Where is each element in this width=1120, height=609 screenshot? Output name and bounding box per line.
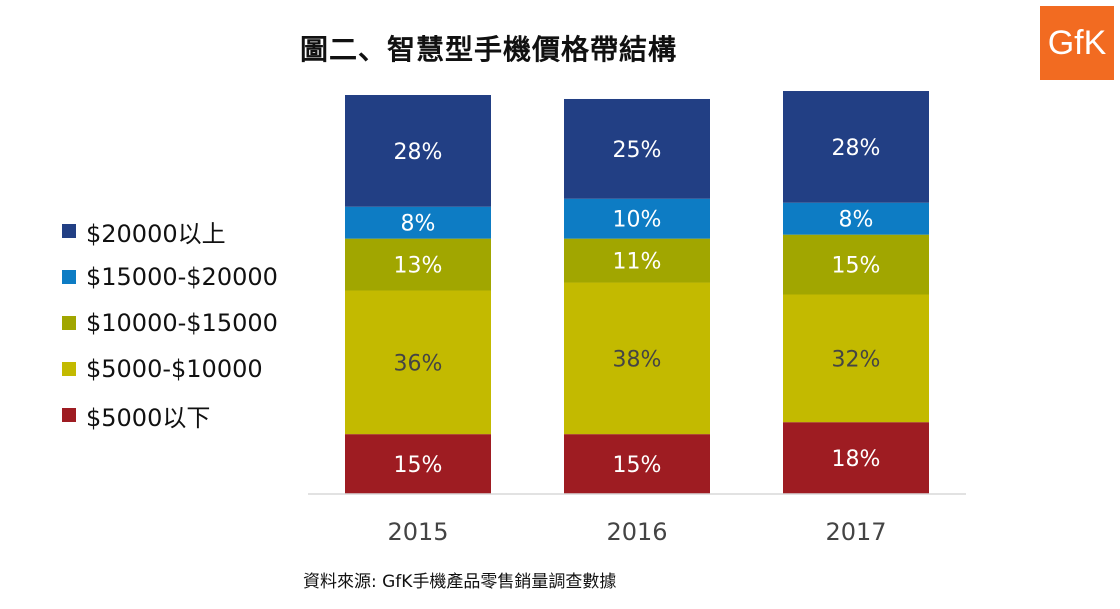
legend-item-15000-20000: $15000-$20000 [62, 254, 278, 300]
legend-label: $5000以下 [86, 403, 211, 432]
data-label: 10% [613, 208, 662, 233]
legend-label: $20000以上 [86, 219, 226, 248]
legend-item-20000-plus: $20000以上 [62, 208, 278, 254]
x-tick-labels: 2015 2016 2017 [387, 518, 886, 546]
data-label: 15% [832, 254, 881, 279]
legend-swatch [62, 362, 76, 376]
data-label: 15% [613, 453, 662, 478]
bar-segment [783, 422, 929, 494]
bar-segment [345, 290, 491, 435]
bar-segment [345, 95, 491, 207]
data-label: 32% [832, 347, 881, 372]
data-label: 15% [394, 453, 443, 478]
data-label: 8% [839, 208, 874, 233]
data-label: 38% [613, 347, 662, 372]
data-label: 36% [394, 351, 443, 376]
x-tick-label: 2016 [606, 518, 667, 546]
legend-item-10000-15000: $10000-$15000 [62, 300, 278, 346]
data-label: 8% [401, 212, 436, 237]
data-label: 18% [832, 447, 881, 472]
legend-label: $15000-$20000 [86, 263, 278, 291]
bar-segment [783, 202, 929, 235]
bar-segment [564, 98, 710, 199]
bar-segment [783, 91, 929, 203]
bar-segment [345, 434, 491, 494]
bar-segment [564, 282, 710, 435]
gfk-logo: GfK [1040, 6, 1114, 80]
legend-item-5000-under: $5000以下 [62, 392, 278, 438]
bars-group: 15% 36% 13% 8% 28% 15% 38% 11% 10% 25% 18% 32% 15% 8%… [345, 91, 929, 494]
legend-label: $5000-$10000 [86, 355, 263, 383]
bar-segment [564, 198, 710, 239]
legend-swatch [62, 316, 76, 330]
data-label: 25% [613, 138, 662, 163]
legend-label: $10000-$15000 [86, 309, 278, 337]
source-note: 資料來源: GfK手機產品零售銷量調查數據 [303, 572, 617, 592]
bar-segment [345, 206, 491, 239]
bar-segment [345, 238, 491, 291]
data-label: 28% [394, 140, 443, 165]
legend: $20000以上 $15000-$20000 $10000-$15000 $50… [62, 208, 278, 438]
data-label: 28% [832, 136, 881, 161]
x-tick-label: 2017 [825, 518, 886, 546]
bar-segment [564, 238, 710, 283]
x-tick-label: 2015 [387, 518, 448, 546]
bar-segment [564, 434, 710, 494]
data-label: 13% [394, 254, 443, 279]
chart-title: 圖二、智慧型手機價格帶結構 [300, 33, 678, 66]
bar-segment [783, 234, 929, 295]
legend-swatch [62, 224, 76, 238]
data-label: 11% [613, 250, 662, 275]
bar-segment [783, 294, 929, 423]
legend-swatch [62, 408, 76, 422]
legend-swatch [62, 270, 76, 284]
legend-item-5000-10000: $5000-$10000 [62, 346, 278, 392]
